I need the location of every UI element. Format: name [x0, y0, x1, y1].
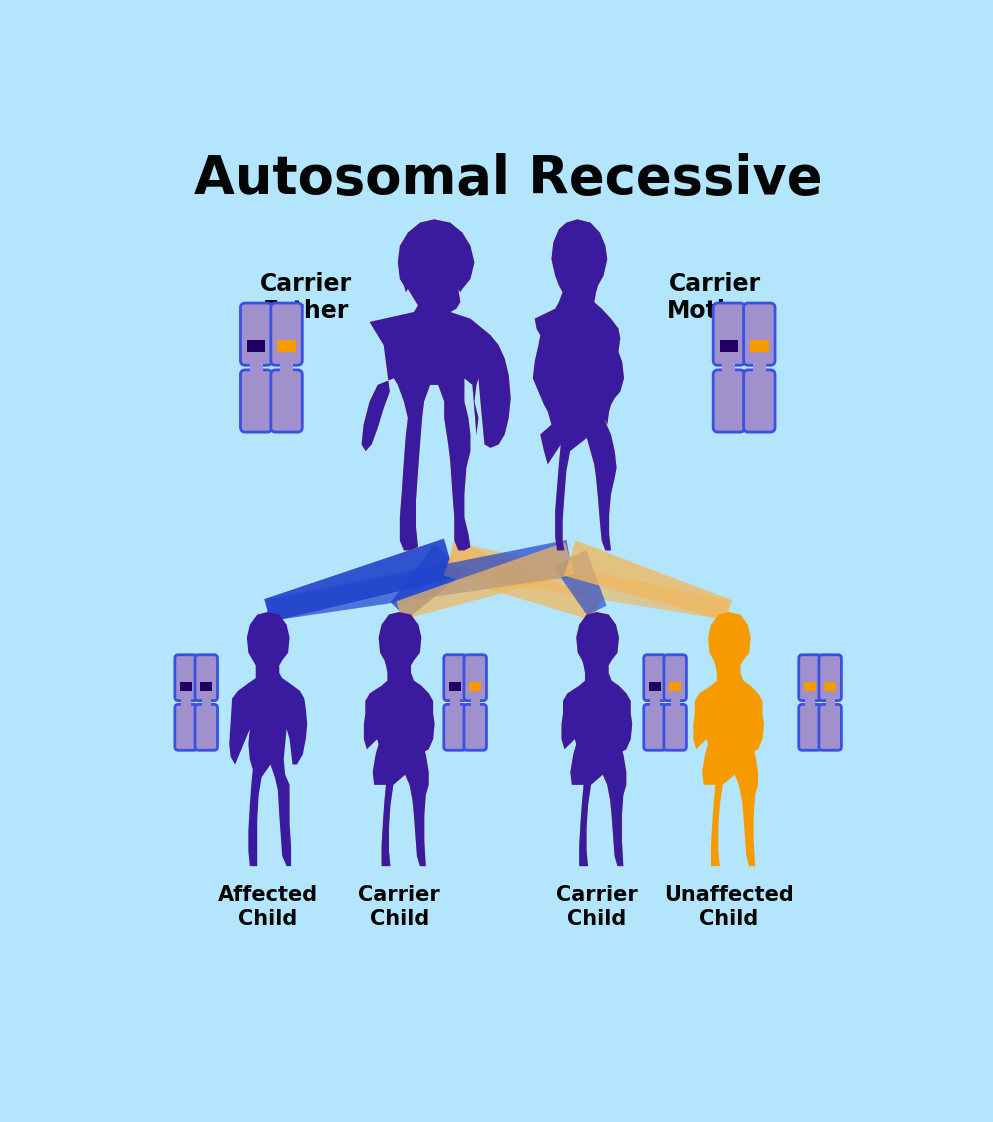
FancyBboxPatch shape: [202, 697, 211, 709]
FancyBboxPatch shape: [723, 360, 735, 375]
FancyBboxPatch shape: [250, 360, 262, 375]
Polygon shape: [564, 541, 732, 620]
FancyBboxPatch shape: [471, 697, 480, 709]
Polygon shape: [553, 550, 607, 616]
FancyBboxPatch shape: [826, 697, 834, 708]
FancyBboxPatch shape: [643, 705, 666, 751]
FancyBboxPatch shape: [444, 655, 467, 700]
FancyBboxPatch shape: [650, 697, 659, 709]
FancyBboxPatch shape: [271, 303, 302, 366]
FancyBboxPatch shape: [200, 682, 213, 691]
Polygon shape: [361, 219, 510, 551]
FancyBboxPatch shape: [249, 360, 263, 376]
FancyBboxPatch shape: [183, 697, 190, 708]
FancyBboxPatch shape: [203, 697, 211, 708]
Text: Carrier
Child: Carrier Child: [358, 885, 440, 929]
Polygon shape: [390, 544, 465, 618]
FancyBboxPatch shape: [713, 370, 745, 432]
FancyBboxPatch shape: [669, 682, 681, 691]
FancyBboxPatch shape: [180, 682, 193, 691]
FancyBboxPatch shape: [803, 682, 816, 691]
FancyBboxPatch shape: [444, 705, 467, 751]
Text: Carrier
Mother: Carrier Mother: [667, 272, 763, 323]
FancyBboxPatch shape: [754, 360, 765, 375]
FancyBboxPatch shape: [182, 697, 191, 709]
Polygon shape: [264, 539, 456, 622]
FancyBboxPatch shape: [805, 697, 814, 709]
FancyBboxPatch shape: [824, 682, 836, 691]
FancyBboxPatch shape: [451, 697, 459, 708]
FancyBboxPatch shape: [806, 697, 814, 708]
FancyBboxPatch shape: [723, 360, 736, 376]
Polygon shape: [266, 540, 573, 622]
FancyBboxPatch shape: [464, 705, 487, 751]
FancyBboxPatch shape: [819, 655, 841, 700]
FancyBboxPatch shape: [451, 697, 460, 709]
FancyBboxPatch shape: [819, 705, 841, 751]
Polygon shape: [561, 611, 633, 866]
Polygon shape: [561, 611, 633, 866]
FancyBboxPatch shape: [671, 697, 679, 708]
Bar: [252, 605, 399, 874]
Polygon shape: [363, 611, 435, 866]
FancyBboxPatch shape: [651, 697, 659, 708]
FancyBboxPatch shape: [464, 655, 487, 700]
FancyBboxPatch shape: [664, 655, 686, 700]
FancyBboxPatch shape: [664, 705, 686, 751]
Polygon shape: [396, 542, 575, 619]
Text: Unaffected
Child: Unaffected Child: [663, 885, 793, 929]
FancyBboxPatch shape: [720, 340, 738, 352]
FancyBboxPatch shape: [472, 697, 479, 708]
Polygon shape: [447, 542, 731, 620]
FancyBboxPatch shape: [175, 655, 198, 700]
Bar: [450, 605, 597, 874]
Bar: [232, 212, 434, 558]
FancyBboxPatch shape: [175, 705, 198, 751]
Bar: [434, 212, 636, 558]
Polygon shape: [363, 611, 435, 866]
FancyBboxPatch shape: [277, 340, 296, 352]
Polygon shape: [443, 541, 601, 620]
FancyBboxPatch shape: [240, 303, 272, 366]
Bar: [578, 212, 764, 558]
FancyBboxPatch shape: [240, 370, 272, 432]
FancyBboxPatch shape: [744, 303, 776, 366]
Text: Affected
Child: Affected Child: [217, 885, 318, 929]
FancyBboxPatch shape: [449, 682, 462, 691]
Text: Carrier
Father: Carrier Father: [260, 272, 353, 323]
Polygon shape: [229, 611, 307, 866]
FancyBboxPatch shape: [670, 697, 680, 709]
FancyBboxPatch shape: [648, 682, 661, 691]
Polygon shape: [693, 611, 764, 866]
FancyBboxPatch shape: [798, 705, 821, 751]
Bar: [597, 605, 744, 874]
FancyBboxPatch shape: [280, 360, 293, 376]
FancyBboxPatch shape: [798, 655, 821, 700]
FancyBboxPatch shape: [753, 360, 766, 376]
Polygon shape: [533, 219, 624, 551]
FancyBboxPatch shape: [271, 370, 302, 432]
FancyBboxPatch shape: [744, 370, 776, 432]
Text: Autosomal Recessive: Autosomal Recessive: [195, 154, 823, 205]
Text: Carrier
Child: Carrier Child: [556, 885, 638, 929]
FancyBboxPatch shape: [713, 303, 745, 366]
FancyBboxPatch shape: [750, 340, 769, 352]
Bar: [391, 212, 578, 558]
FancyBboxPatch shape: [281, 360, 292, 375]
FancyBboxPatch shape: [469, 682, 482, 691]
Polygon shape: [533, 219, 624, 551]
Polygon shape: [361, 219, 510, 551]
Bar: [399, 605, 546, 874]
FancyBboxPatch shape: [195, 655, 217, 700]
FancyBboxPatch shape: [643, 655, 666, 700]
FancyBboxPatch shape: [195, 705, 217, 751]
FancyBboxPatch shape: [247, 340, 265, 352]
FancyBboxPatch shape: [825, 697, 835, 709]
